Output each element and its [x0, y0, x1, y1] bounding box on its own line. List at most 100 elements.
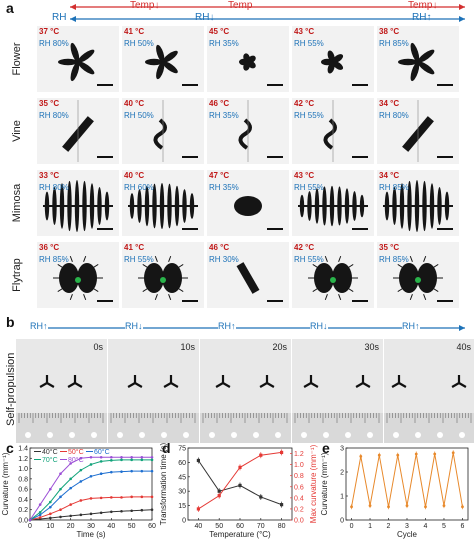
y-axis-label: Curvature (mm⁻¹)	[1, 452, 10, 515]
light-spot	[47, 432, 53, 438]
scale-bar	[352, 84, 368, 86]
specimen-shape	[128, 182, 198, 230]
light-spot	[323, 432, 329, 438]
light-spot	[437, 432, 443, 438]
y-right-tick-label: 1.0	[294, 462, 304, 469]
rh-label: RH 55%	[294, 183, 324, 192]
scale-bar	[352, 156, 368, 158]
data-point	[259, 495, 263, 499]
petal	[327, 61, 335, 74]
petal	[327, 50, 335, 63]
flytrap-bristle	[83, 255, 87, 263]
robot-leg	[310, 382, 319, 388]
x-tick-label: 20	[67, 523, 75, 530]
data-point	[99, 455, 103, 459]
rh-label: RH 60%	[124, 183, 154, 192]
specimen-shape	[236, 262, 260, 294]
rh-label: RH 50%	[124, 111, 154, 120]
robot-leg	[134, 382, 143, 388]
temp-label: 38 °C	[379, 27, 400, 36]
robot-leg	[259, 382, 268, 388]
flytrap-lobe	[144, 263, 164, 293]
petal	[77, 49, 95, 63]
data-point	[110, 455, 113, 459]
petal	[417, 49, 435, 63]
frame-time: 10s	[180, 342, 195, 352]
mimosa-leaflet	[182, 189, 187, 223]
panel-c-letter: c	[6, 440, 14, 456]
x-tick-label: 5	[442, 523, 446, 530]
y-tick-label: 1	[340, 494, 344, 501]
x-axis-label: Time (s)	[76, 530, 105, 539]
data-point	[99, 460, 103, 463]
row-label-mimosa: Mimosa	[11, 183, 23, 223]
data-point	[79, 499, 83, 502]
robot-leg	[127, 382, 136, 388]
light-spot	[183, 432, 189, 438]
mimosa-leaflet	[167, 183, 172, 229]
flytrap-bristle	[154, 293, 158, 301]
flytrap-bristle	[69, 293, 73, 301]
light-spot	[91, 432, 97, 438]
petal	[332, 54, 344, 63]
rh-label: RH 80%	[39, 111, 69, 120]
data-point	[69, 462, 72, 465]
mimosa-leaflet	[414, 180, 420, 232]
frame-time: 40s	[456, 342, 471, 352]
flytrap-bristle	[92, 287, 99, 292]
data-point	[49, 487, 52, 491]
data-point	[259, 453, 263, 457]
specimen-shape	[62, 100, 94, 162]
flytrap-bristle	[423, 255, 427, 263]
scale-bar	[267, 156, 283, 158]
specimen-shape	[138, 255, 188, 301]
flytrap-lobe	[162, 263, 182, 293]
x-tick-label: 2	[387, 523, 391, 530]
data-point	[130, 458, 133, 462]
petal	[156, 44, 165, 63]
x-axis-label: Cycle	[397, 530, 418, 539]
light-spot	[25, 432, 31, 438]
legend-label: 60°C	[94, 448, 110, 456]
data-point	[387, 505, 390, 509]
data-point	[140, 458, 144, 462]
flytrap-bristle	[57, 287, 64, 292]
robot-leg	[355, 382, 364, 388]
flytrap-bristle	[57, 264, 64, 269]
flytrap-bristle	[154, 255, 158, 263]
flytrap-bristle	[347, 287, 354, 292]
rh-mark: RH↑	[218, 321, 236, 331]
specimen-shape	[393, 255, 443, 301]
robot-leg	[74, 382, 83, 388]
temp-label: 47 °C	[209, 171, 230, 180]
rh-label: RH 85%	[379, 255, 409, 264]
mimosa-leaflet	[144, 185, 150, 227]
scale-bar	[97, 228, 113, 230]
temp-label: 43 °C	[294, 171, 315, 180]
robot-leg	[222, 382, 231, 388]
data-point	[140, 469, 144, 473]
rh-label: RH 50%	[124, 39, 154, 48]
light-spot	[459, 432, 465, 438]
mimosa-leaflet	[329, 185, 335, 227]
self-propulsion-frame: 10s	[108, 339, 199, 443]
x-tick-label: 30	[87, 523, 95, 530]
rh-label: RH 35%	[209, 111, 239, 120]
robot-sketch	[110, 375, 196, 438]
self-propulsion-frame: 20s	[200, 339, 291, 443]
data-point	[150, 469, 154, 473]
y-axis-label: Transformation time (s)	[160, 442, 168, 525]
robot-sketch	[202, 375, 288, 438]
flytrap-bristle	[177, 287, 184, 292]
temp-label: 34 °C	[379, 171, 400, 180]
data-point	[130, 495, 133, 499]
cell-mimosa-0: 33 °C RH 80%	[37, 170, 119, 236]
petal	[77, 61, 95, 75]
data-point	[433, 452, 437, 456]
petal	[410, 61, 420, 82]
mimosa-leaflet	[392, 187, 397, 225]
data-point	[49, 505, 52, 509]
scale-bar	[97, 300, 113, 302]
flytrap-bristle	[432, 264, 439, 269]
data-point	[130, 455, 133, 459]
